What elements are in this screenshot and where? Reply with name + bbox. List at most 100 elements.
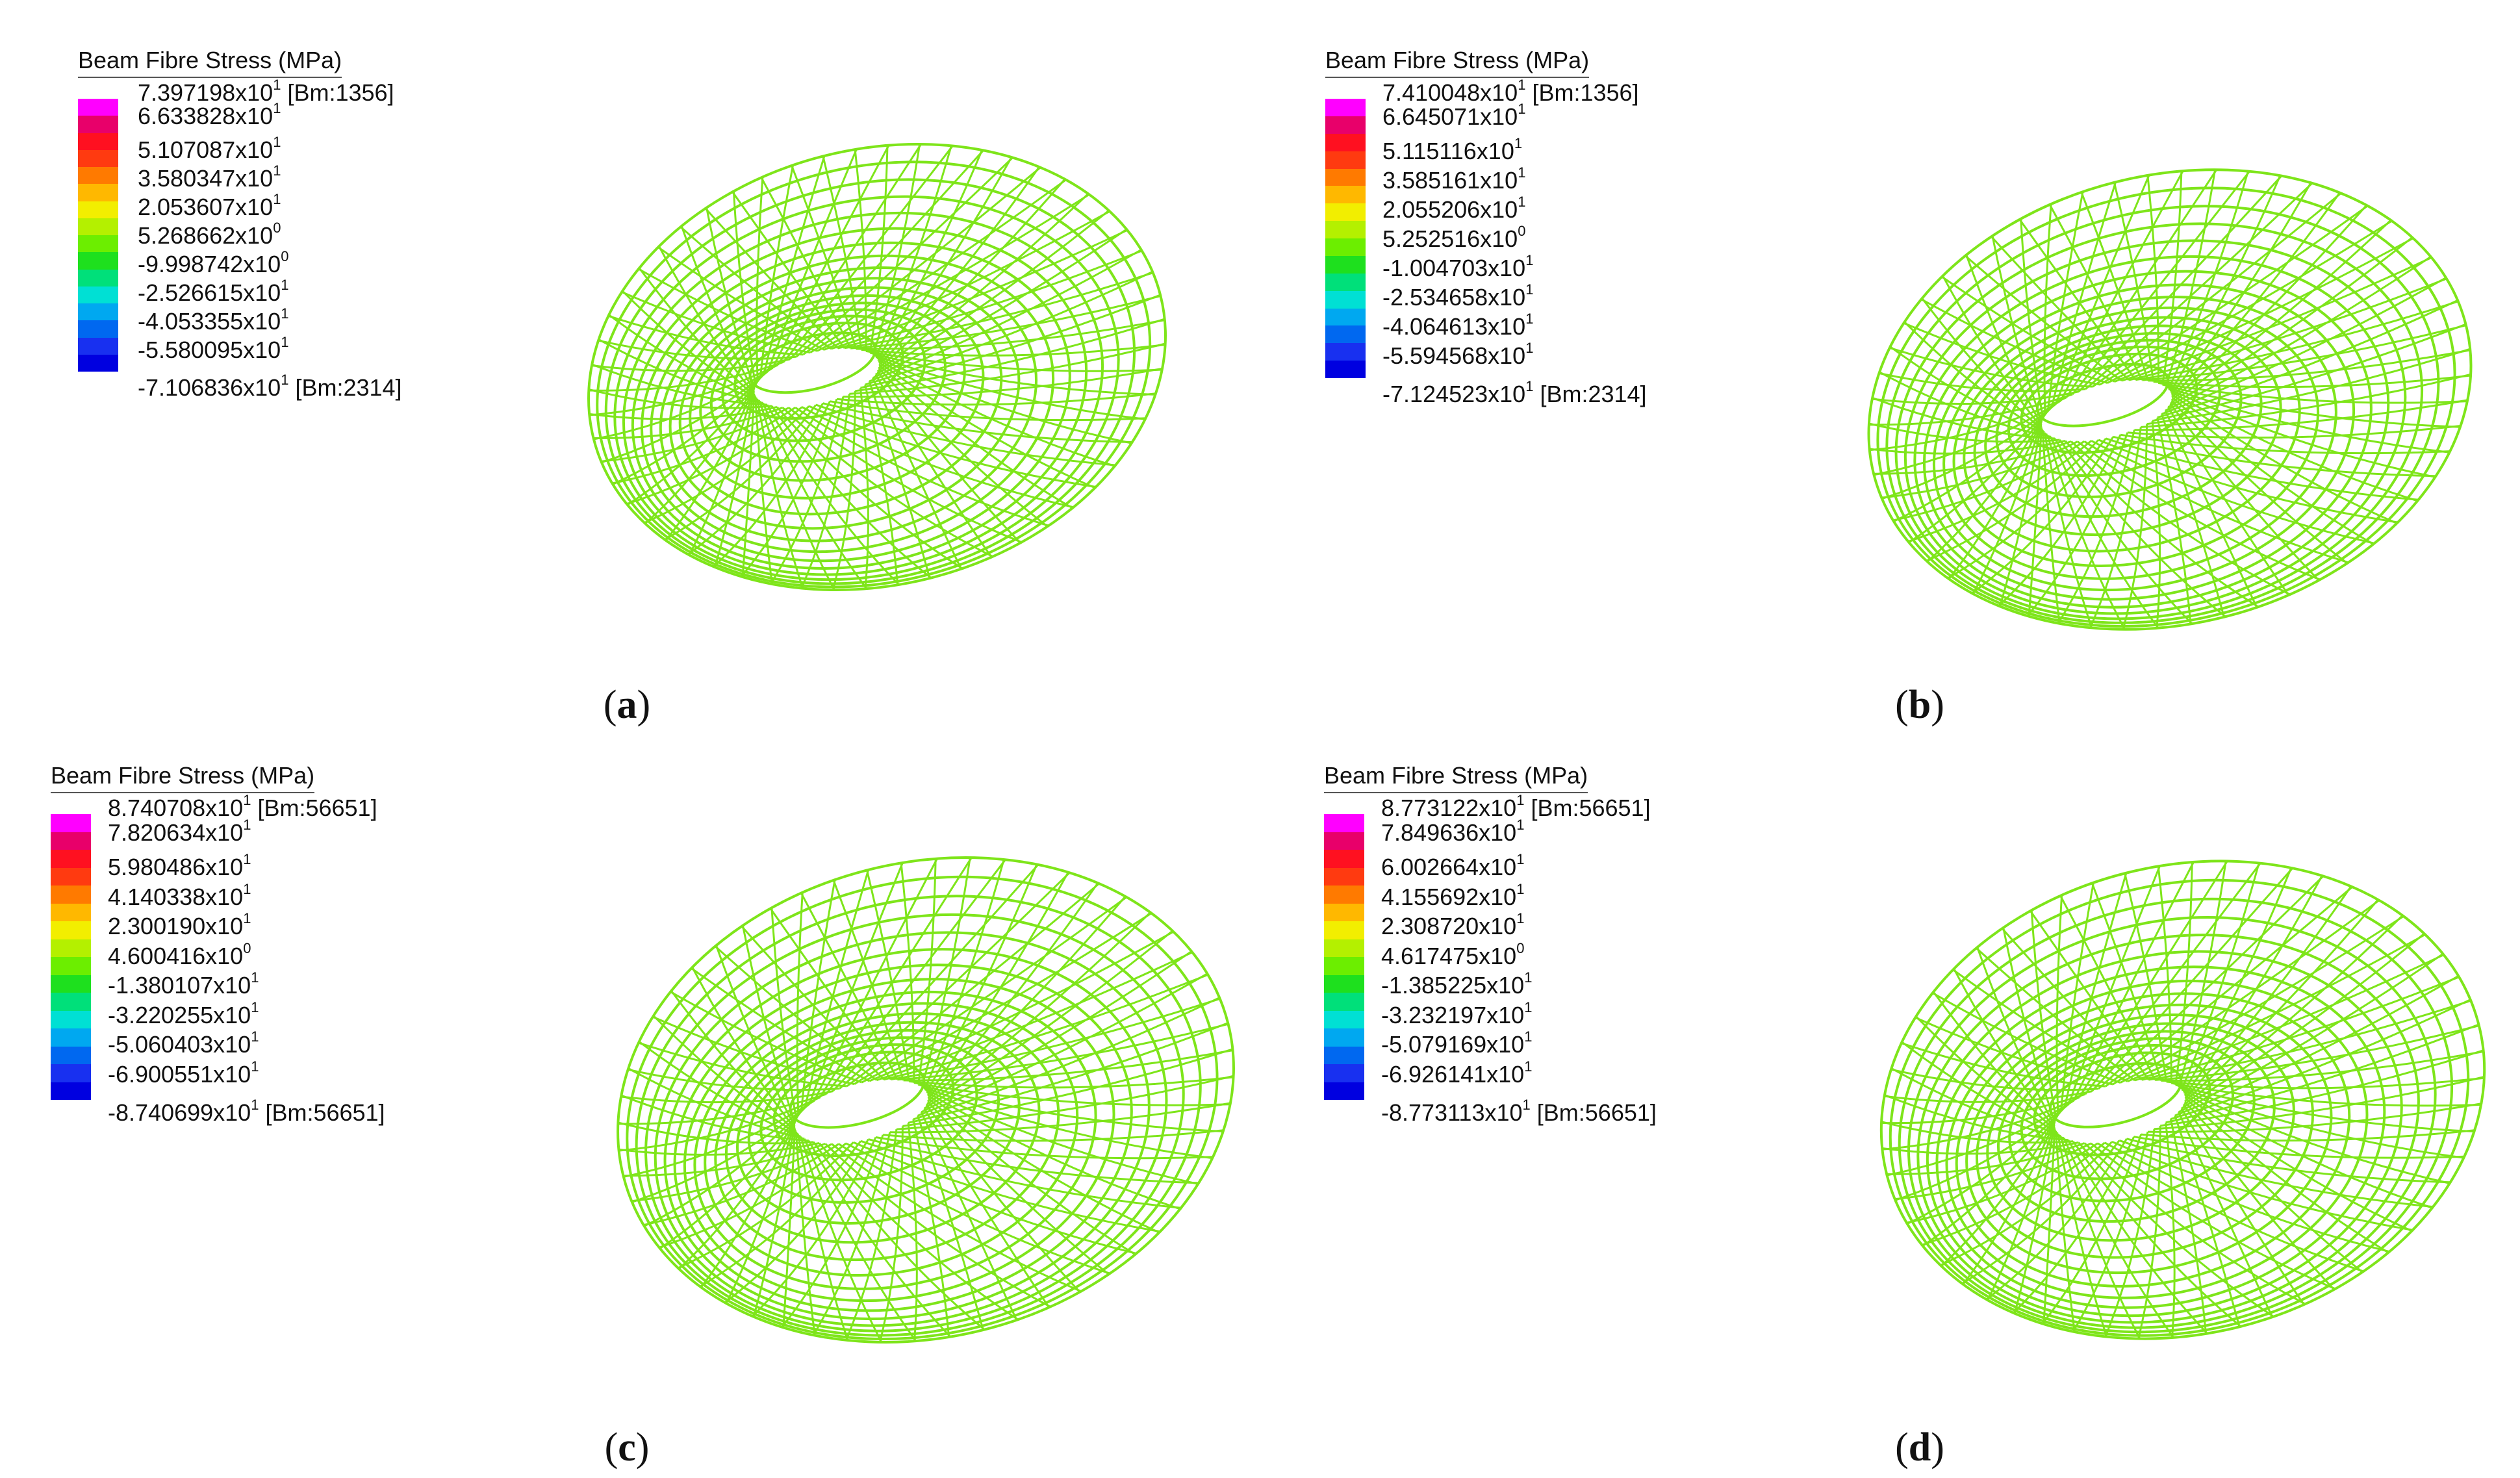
mesh-lattice-line (921, 857, 971, 1088)
beam-id-tag: [Bm:1356] (281, 79, 394, 106)
mesh-lattice-line (2083, 1142, 2306, 1305)
value-mantissa: -2.534658x10 (1382, 284, 1526, 311)
mesh-lattice-line (618, 1096, 821, 1152)
value-mantissa: 8.773122x10 (1381, 795, 1517, 821)
value-mantissa: -6.900551x10 (108, 1060, 251, 1088)
color-scale-segment (78, 99, 118, 116)
mesh-lattice-line (2154, 1076, 2485, 1130)
value-mantissa: -7.106836x10 (138, 374, 281, 401)
value-exponent: 1 (1514, 135, 1523, 151)
color-scale-segment (51, 886, 91, 904)
color-scale-segment (51, 903, 91, 921)
value-exponent: 1 (1516, 816, 1525, 833)
mesh-lattice-line (2170, 390, 2418, 502)
mesh-lattice-line (2148, 349, 2471, 382)
mesh-lattice-line (926, 911, 1151, 1106)
mesh-lattice-line (589, 388, 772, 409)
value-mantissa: 7.849636x10 (1381, 819, 1517, 846)
mesh-lattice-line (626, 377, 761, 506)
legend-value: -1.385225x101 (1381, 971, 1532, 997)
color-scale-segment (51, 1028, 91, 1047)
legend-value: 2.300190x101 (108, 911, 251, 938)
mesh-lattice-line (777, 144, 922, 366)
color-scale-bar (78, 99, 118, 372)
mesh-lattice-line (2065, 169, 2218, 398)
mesh-lattice-line (2183, 898, 2379, 1102)
color-scale-segment (51, 867, 91, 886)
legend-value: -2.534658x101 (1382, 283, 1533, 311)
mesh-lattice-line (809, 179, 1067, 353)
mesh-lattice-line (2050, 181, 2117, 408)
mesh-lattice-line (1942, 275, 2043, 428)
mesh-lattice-line (2178, 1086, 2464, 1159)
mesh-lattice-line (2030, 910, 2150, 1080)
legend-value: -1.380107x101 (108, 971, 259, 997)
legend-value: -8.740699x101 [Bm:56651] (108, 1098, 385, 1125)
mesh-lattice-line (763, 155, 826, 375)
mesh-lattice-line (854, 896, 1127, 1085)
color-scale-segment (78, 269, 118, 287)
mesh-lattice-line (1941, 275, 2115, 383)
legend-value: -4.064613x101 (1382, 312, 1533, 338)
mesh-lattice-line (860, 294, 1161, 389)
value-exponent: 0 (1518, 223, 1526, 239)
mesh-lattice-line (2162, 383, 2460, 428)
value-mantissa: -6.926141x10 (1381, 1060, 1525, 1088)
mesh-lattice-line (923, 1108, 1050, 1308)
panel-c: Beam Fibre Stress (MPa) 8.740708x101 [Bm:… (0, 739, 1260, 1478)
beam-id-tag: [Bm:56651] (1524, 795, 1651, 821)
mesh-lattice-line (618, 1121, 814, 1145)
mesh-lattice-line (2147, 1102, 2482, 1133)
mesh-lattice-line (2114, 237, 2414, 383)
value-exponent: 1 (273, 77, 281, 93)
legend-value: 7.849636x101 (1381, 817, 1524, 846)
mesh-lattice-line (872, 353, 1145, 420)
mesh-lattice-line (1882, 1096, 2080, 1151)
legend-value: 6.645071x101 (1382, 102, 1525, 129)
mesh-lattice-line (623, 1143, 826, 1177)
mesh-lattice-line (1915, 1015, 2059, 1135)
mesh-ring (736, 1028, 1021, 1225)
mesh-lattice-line (1965, 254, 2043, 425)
mesh-lattice-line (2171, 393, 2398, 524)
value-exponent: 1 (1518, 164, 1526, 181)
color-scale-segment (51, 975, 91, 993)
caption-open-paren: ( (1895, 1425, 1909, 1470)
mesh-lattice-line (1920, 298, 2108, 384)
mesh-lattice-line (897, 1023, 1228, 1081)
mesh-lattice-line (856, 319, 1165, 350)
value-mantissa: 7.397198x10 (138, 79, 274, 106)
mesh-lattice-line (2026, 432, 2129, 617)
mesh-lattice-line (2078, 860, 2228, 1098)
color-scale-segment (1324, 939, 1364, 957)
value-exponent: 1 (243, 792, 251, 808)
mesh-ring (644, 913, 1185, 1332)
beam-id-tag: [Bm:1356] (1525, 79, 1639, 106)
mesh-lattice-line (1890, 1067, 2065, 1140)
panel-caption: (a) (604, 682, 650, 728)
value-mantissa: -9.998742x10 (138, 251, 281, 277)
color-scale-segment (1324, 1010, 1364, 1028)
mesh-lattice-line (767, 149, 858, 372)
wireframe-mesh-lines (1867, 168, 2473, 631)
mesh-lattice-line (876, 951, 1193, 1082)
value-exponent: 1 (273, 162, 281, 179)
mesh-lattice-line (815, 403, 1116, 466)
panel-caption: (c) (605, 1425, 650, 1471)
color-scale-segment (1325, 151, 1366, 169)
legend-value: 2.055206x101 (1382, 195, 1525, 222)
mesh-lattice-line (2112, 899, 2380, 1086)
mesh-lattice-line (687, 402, 824, 555)
mesh-lattice-line (2165, 170, 2217, 387)
mesh-lattice-line (849, 342, 1166, 395)
color-scale-segment (1325, 290, 1366, 309)
mesh-lattice-line (2165, 385, 2450, 453)
mesh-lattice-line (593, 406, 783, 440)
mesh-lattice-line (770, 908, 798, 1119)
mesh-lattice-line (1952, 969, 2128, 1082)
value-mantissa: 3.585161x10 (1382, 167, 1518, 194)
mesh-ring (699, 301, 966, 482)
mesh-lattice-line (844, 272, 1154, 350)
mesh-lattice-line (769, 908, 892, 1080)
mesh-lattice-line (2046, 434, 2126, 630)
